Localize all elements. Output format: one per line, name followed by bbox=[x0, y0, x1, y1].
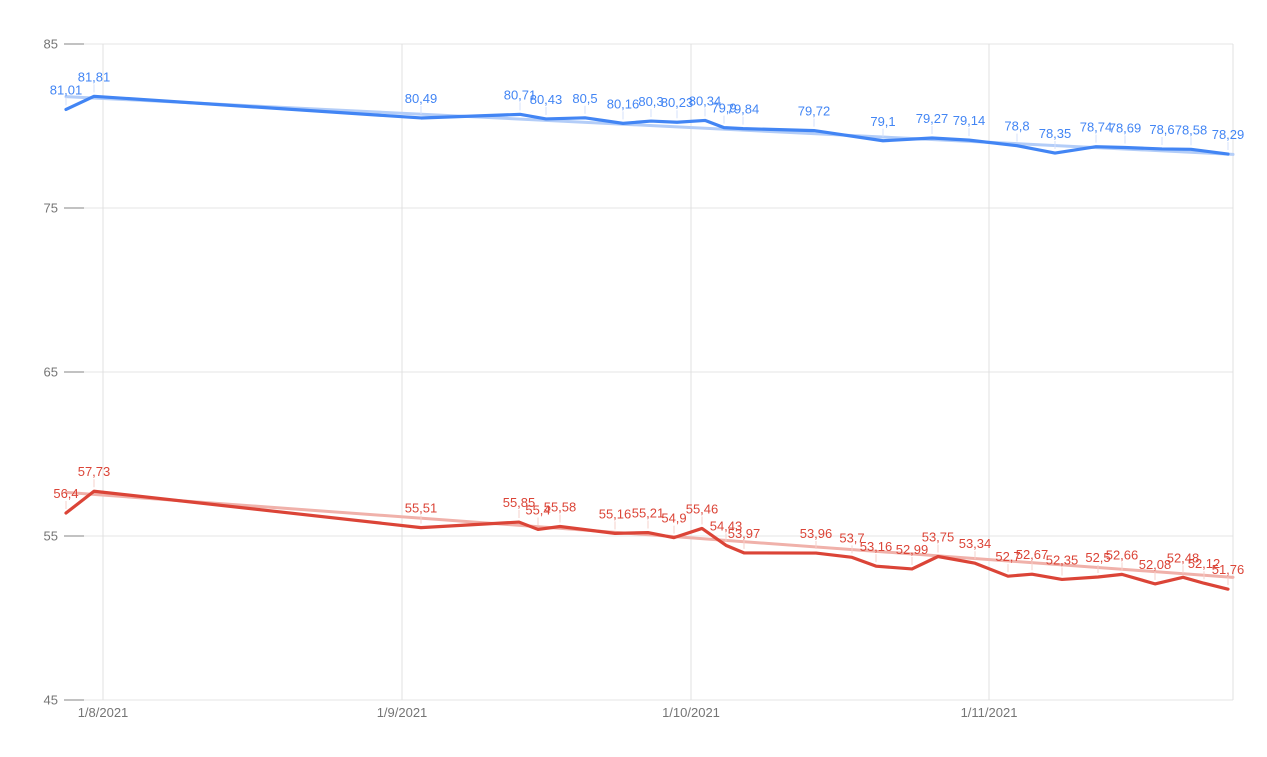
red-series-data-label: 55,51 bbox=[405, 501, 438, 516]
red-series-data-label: 54,9 bbox=[661, 511, 686, 526]
blue-series-data-label: 81,01 bbox=[50, 82, 83, 97]
red-series-data-label: 55,85 bbox=[503, 495, 536, 510]
red-series-line[interactable] bbox=[64, 489, 1230, 591]
red-series-data-label: 53,97 bbox=[728, 526, 761, 541]
blue-series-data-label: 79,9 bbox=[711, 101, 736, 116]
red-series-data-label: 57,73 bbox=[78, 464, 111, 479]
red-series-data-label: 55,46 bbox=[686, 501, 719, 516]
red-series-data-label: 52,66 bbox=[1106, 547, 1139, 562]
blue-series-data-label: 80,3 bbox=[638, 94, 663, 109]
y-tick-label: 75 bbox=[44, 201, 58, 216]
red-series-data-label: 52,5 bbox=[1085, 550, 1110, 565]
red-series-trendline bbox=[64, 490, 1235, 579]
red-series-data-label: 53,34 bbox=[959, 536, 992, 551]
red-series-data-label: 55,58 bbox=[544, 499, 577, 514]
blue-series-data-label: 78,29 bbox=[1212, 127, 1245, 142]
red-series-data-label: 55,16 bbox=[599, 506, 632, 521]
x-tick-label: 1/9/2021 bbox=[377, 705, 428, 720]
blue-series-data-label: 78,6 bbox=[1149, 122, 1174, 137]
red-series-data-label: 53,75 bbox=[922, 530, 955, 545]
blue-series-data-label: 80,43 bbox=[530, 92, 563, 107]
blue-series-data-label: 81,81 bbox=[78, 69, 111, 84]
blue-series-data-label: 79,72 bbox=[798, 104, 831, 119]
y-tick-label: 55 bbox=[44, 529, 58, 544]
x-tick-label: 1/10/2021 bbox=[662, 705, 720, 720]
red-series-data-label: 51,76 bbox=[1212, 562, 1245, 577]
red-series-data-label: 53,7 bbox=[839, 530, 864, 545]
red-series-data-label: 52,35 bbox=[1046, 552, 1079, 567]
red-series-data-label: 53,16 bbox=[860, 539, 893, 554]
y-tick-label: 85 bbox=[44, 37, 58, 52]
red-series-data-label: 52,67 bbox=[1016, 547, 1049, 562]
y-tick-label: 65 bbox=[44, 365, 58, 380]
blue-series-data-label: 80,16 bbox=[607, 96, 640, 111]
blue-series-data-label: 78,69 bbox=[1109, 120, 1142, 135]
red-series-data-label: 56,4 bbox=[53, 486, 78, 501]
red-series-data-label: 55,21 bbox=[632, 506, 665, 521]
red-series-data-label: 52,48 bbox=[1167, 550, 1200, 565]
red-series-data-label: 52,12 bbox=[1188, 556, 1221, 571]
blue-series-data-label: 79,84 bbox=[727, 102, 760, 117]
blue-series-data-label: 80,71 bbox=[504, 87, 537, 102]
blue-series-data-label: 78,8 bbox=[1004, 119, 1029, 134]
blue-series-data-label: 78,58 bbox=[1175, 122, 1208, 137]
blue-series-data-label: 79,27 bbox=[916, 111, 949, 126]
red-series-data-label: 55,4 bbox=[525, 502, 550, 517]
blue-series-data-label: 80,23 bbox=[661, 95, 694, 110]
blue-series-data-label: 78,35 bbox=[1039, 126, 1072, 141]
red-series-data-label: 52,08 bbox=[1139, 557, 1172, 572]
blue-series-line[interactable] bbox=[64, 94, 1230, 156]
blue-series-data-label: 79,1 bbox=[870, 114, 895, 129]
x-tick-label: 1/11/2021 bbox=[961, 705, 1018, 720]
blue-series-data-label: 80,49 bbox=[405, 91, 438, 106]
red-series-data-label: 54,43 bbox=[710, 518, 743, 533]
red-series-data-label: 52,99 bbox=[896, 542, 929, 557]
blue-series-data-label: 79,14 bbox=[953, 113, 986, 128]
x-tick-label: 1/8/2021 bbox=[78, 705, 129, 720]
red-series-data-label: 53,96 bbox=[800, 526, 833, 541]
red-series-data-label: 52,7 bbox=[995, 549, 1020, 564]
y-tick-label: 45 bbox=[44, 693, 58, 708]
blue-series-data-label: 80,5 bbox=[572, 91, 597, 106]
blue-series-data-label: 80,34 bbox=[689, 93, 722, 108]
blue-series-data-label: 78,74 bbox=[1080, 120, 1113, 135]
